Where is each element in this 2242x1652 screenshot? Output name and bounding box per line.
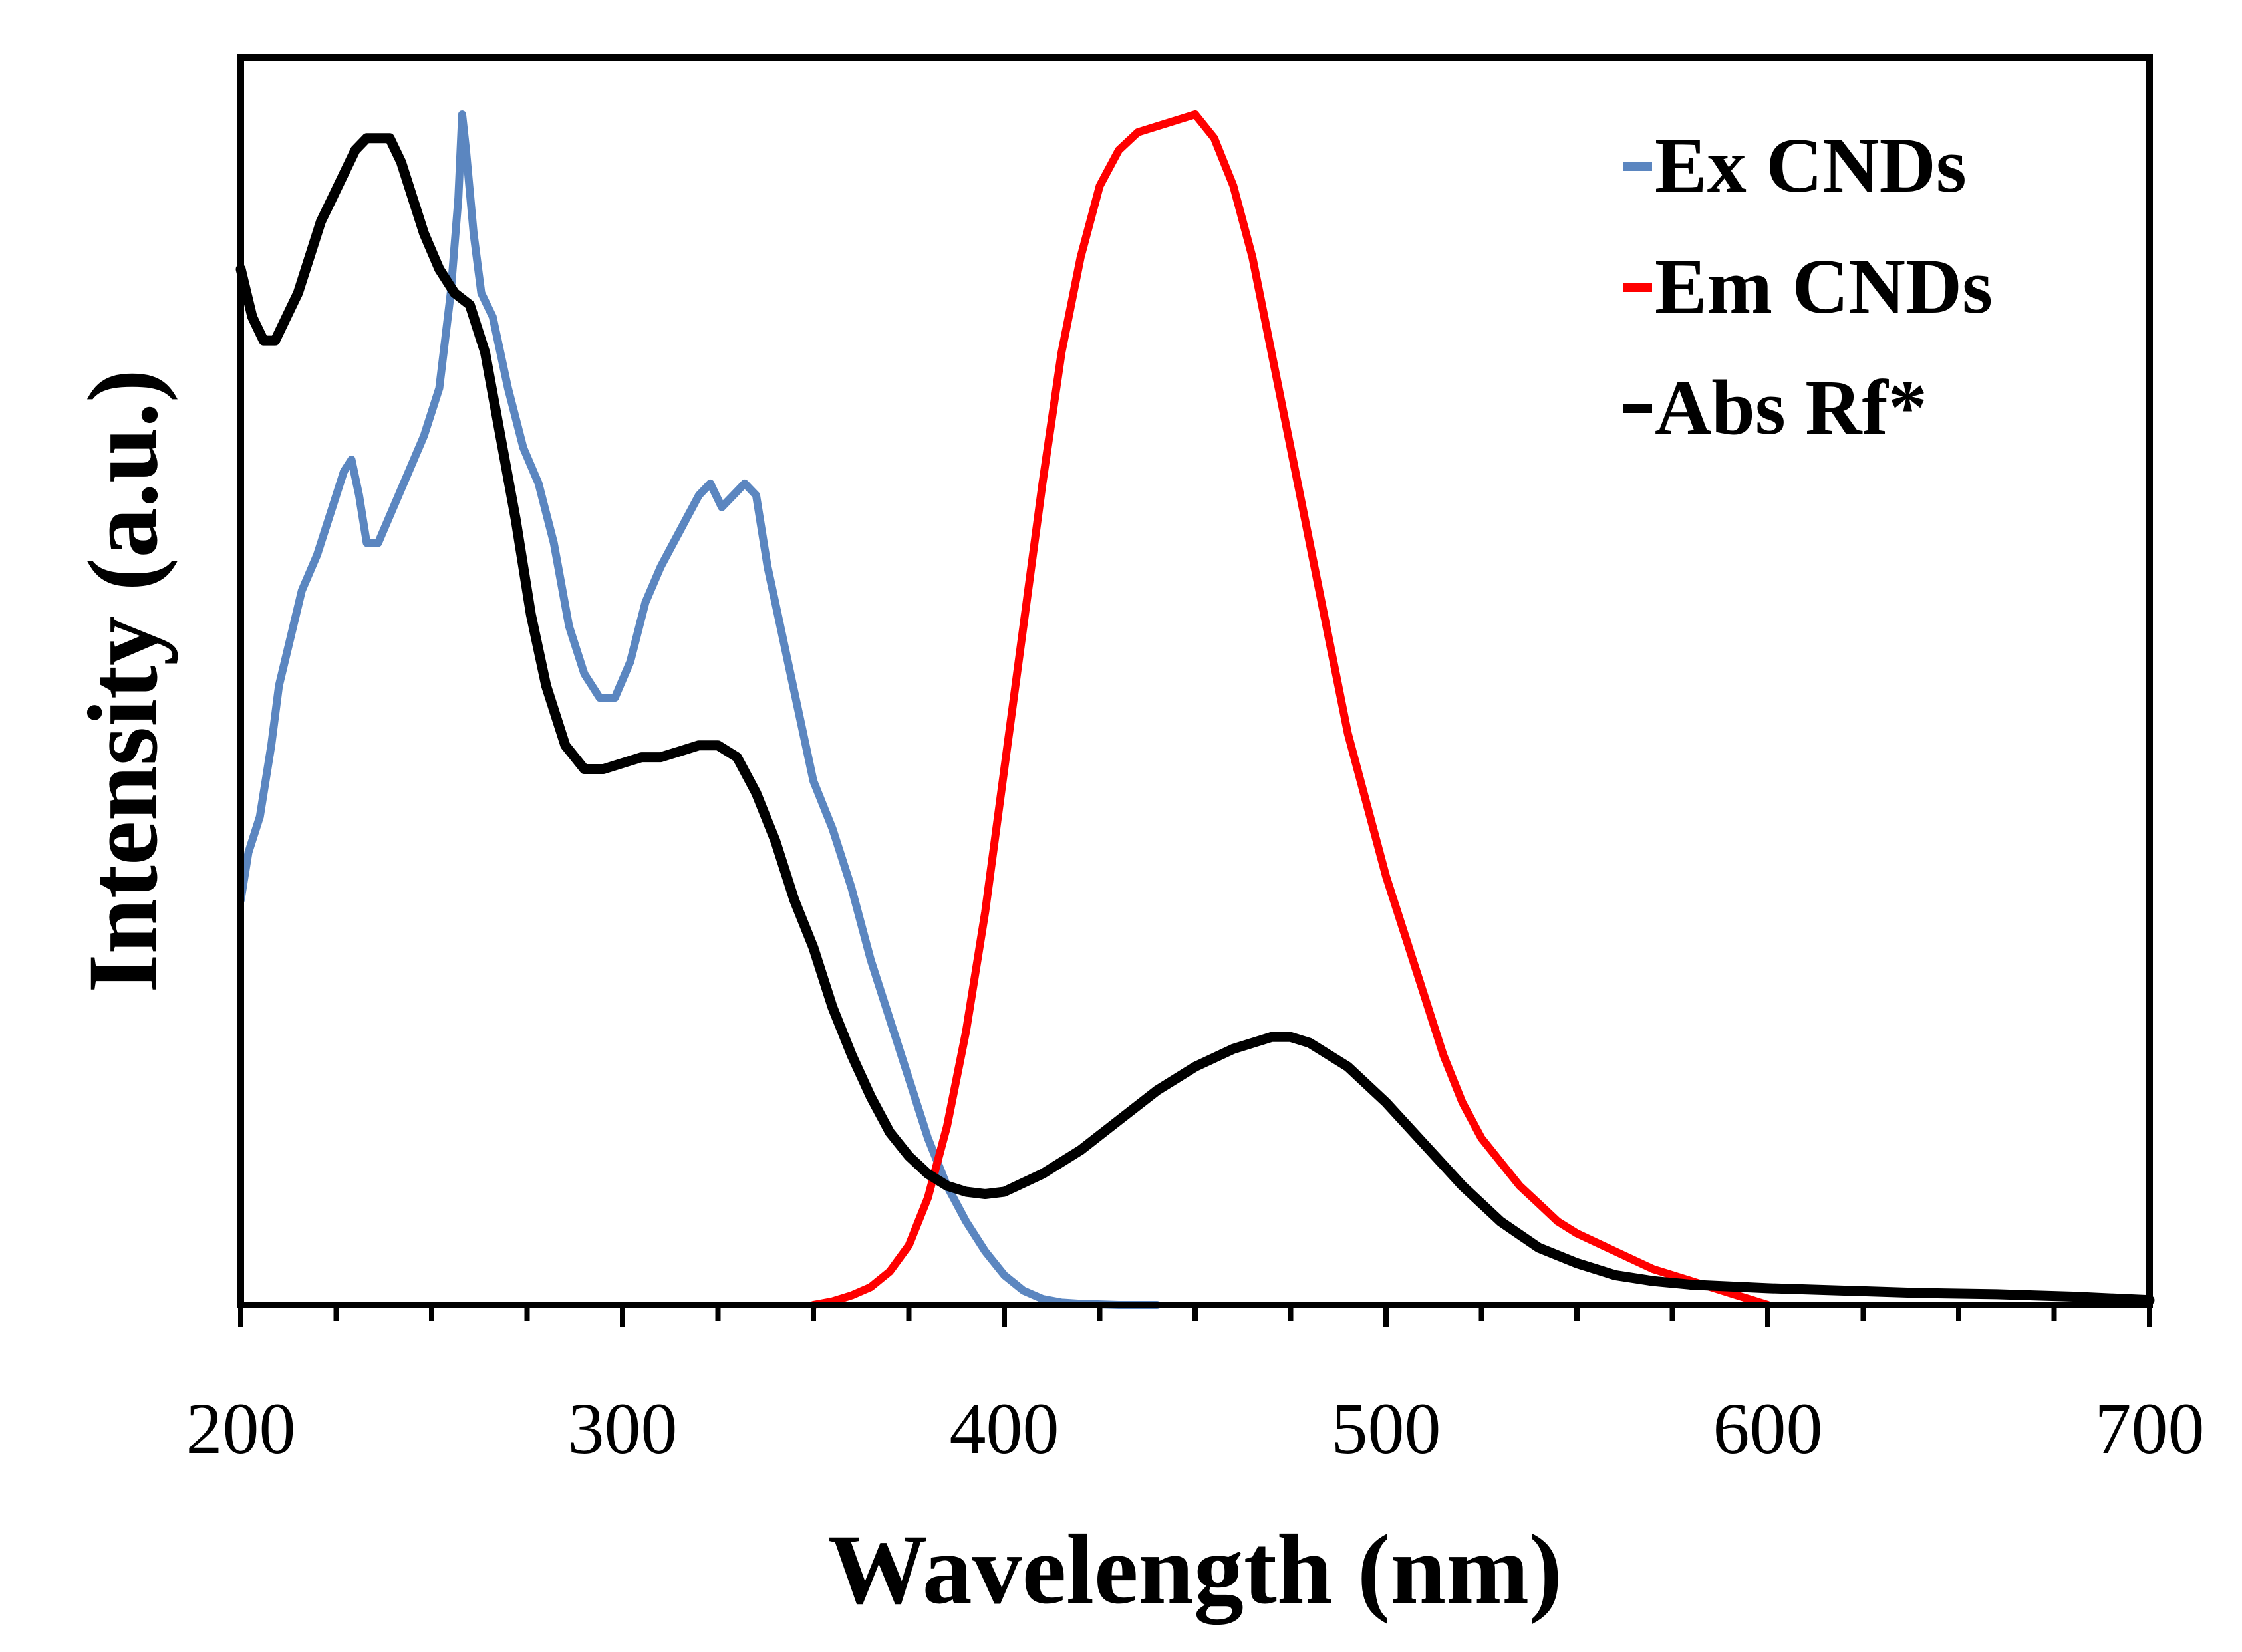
series-line-2 (809, 110, 1772, 1309)
series-layer (235, 110, 2155, 1309)
x-tick-label: 500 (1331, 1388, 1441, 1469)
x-tick-label: 200 (186, 1388, 296, 1469)
legend-label: Abs Rf* (1655, 364, 1927, 451)
x-axis-title: Wavelength (nm) (828, 1514, 1562, 1625)
series-line-1 (237, 110, 1161, 1309)
y-axis-title: Intensity (a.u.) (68, 369, 178, 993)
legend: Ex CNDs Em CNDs Abs Rf* (1623, 122, 1993, 451)
x-tick-label: 700 (2095, 1388, 2205, 1469)
legend-label: Em CNDs (1655, 243, 1993, 330)
legend-label: Ex CNDs (1655, 122, 1967, 209)
series-line-3 (235, 133, 2155, 1306)
x-tick-label: 600 (1713, 1388, 1823, 1469)
x-axis-ticks (238, 1305, 2152, 1327)
x-axis-tick-labels: 200 300 400 500 600 700 (186, 1388, 2205, 1469)
x-tick-label: 400 (950, 1388, 1059, 1469)
x-tick-label: 300 (568, 1388, 678, 1469)
